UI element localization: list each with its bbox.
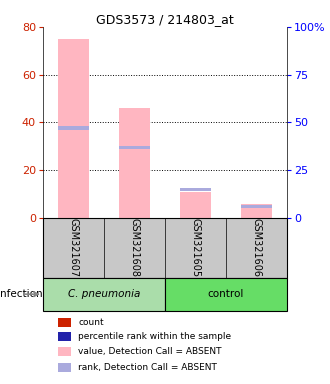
Bar [241,205,272,209]
Bar [119,108,150,218]
Text: control: control [208,289,244,299]
Text: GSM321606: GSM321606 [251,218,262,277]
Text: count: count [78,318,104,327]
Bar [43,278,165,311]
Text: percentile rank within the sample: percentile rank within the sample [78,333,231,341]
Text: value, Detection Call = ABSENT: value, Detection Call = ABSENT [78,347,222,356]
Text: rank, Detection Call = ABSENT: rank, Detection Call = ABSENT [78,362,217,372]
Bar [180,187,211,191]
Text: GSM321608: GSM321608 [129,218,140,277]
Bar [57,347,71,356]
Bar [180,192,211,218]
Text: GSM321605: GSM321605 [190,218,201,278]
Text: C. pneumonia: C. pneumonia [68,289,140,299]
Bar [58,39,89,218]
Bar [57,318,71,327]
Bar [241,204,272,218]
Title: GDS3573 / 214803_at: GDS3573 / 214803_at [96,13,234,26]
Bar [57,332,71,341]
Text: GSM321607: GSM321607 [68,218,79,278]
Bar [119,146,150,149]
Bar [57,362,71,372]
Bar [165,278,287,311]
Text: infection: infection [0,289,43,299]
Bar [58,126,89,130]
